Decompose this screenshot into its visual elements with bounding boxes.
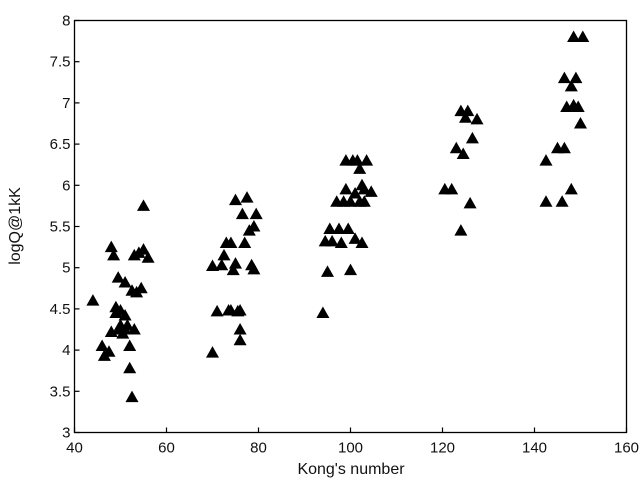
- y-axis-title: logQ@1kK: [7, 187, 24, 265]
- data-point: [335, 236, 348, 248]
- data-point: [218, 249, 231, 261]
- y-tick-label: 3: [62, 425, 70, 442]
- data-point: [206, 346, 219, 358]
- data-point: [316, 307, 329, 319]
- data-point: [540, 154, 553, 166]
- data-points: [86, 30, 589, 402]
- data-point: [211, 305, 224, 317]
- data-point: [234, 334, 247, 346]
- data-point: [454, 224, 467, 236]
- data-point: [126, 391, 139, 403]
- data-point: [229, 257, 242, 269]
- x-tick-label: 140: [522, 440, 547, 457]
- data-point: [574, 117, 587, 129]
- data-point: [344, 264, 357, 276]
- y-tick-label: 4: [62, 342, 70, 359]
- data-point: [105, 241, 118, 253]
- data-point: [464, 197, 477, 209]
- data-point: [576, 30, 589, 42]
- x-tick-label: 40: [66, 440, 83, 457]
- y-tick-label: 7.5: [50, 54, 71, 71]
- x-tick-label: 160: [614, 440, 639, 457]
- data-point: [137, 199, 150, 211]
- y-tick-label: 5.5: [50, 219, 71, 236]
- x-tick-label: 100: [338, 440, 363, 457]
- y-tick-label: 4.5: [50, 301, 71, 318]
- data-point: [234, 323, 247, 335]
- data-point: [215, 259, 228, 271]
- data-point: [360, 154, 373, 166]
- data-point: [229, 194, 242, 206]
- data-point: [250, 208, 263, 220]
- x-tick-label: 120: [430, 440, 455, 457]
- y-tick-label: 6: [62, 177, 70, 194]
- data-point: [342, 222, 355, 234]
- data-point: [466, 132, 479, 144]
- x-tick-label: 60: [158, 440, 175, 457]
- data-point: [450, 142, 463, 154]
- data-point: [558, 72, 571, 84]
- data-point: [238, 236, 251, 248]
- data-point: [86, 294, 99, 306]
- data-point: [321, 265, 334, 277]
- data-point: [123, 339, 136, 351]
- data-point: [236, 208, 249, 220]
- y-tick-label: 3.5: [50, 383, 71, 400]
- x-axis-title: Kong's number: [297, 461, 405, 478]
- x-tick-label: 80: [250, 440, 267, 457]
- plot-frame: [75, 21, 627, 433]
- data-point: [241, 191, 254, 203]
- data-point: [565, 183, 578, 195]
- data-point: [96, 339, 109, 351]
- data-point: [123, 362, 136, 374]
- data-point: [540, 195, 553, 207]
- data-point: [339, 183, 352, 195]
- y-tick-label: 7: [62, 95, 70, 112]
- data-point: [556, 195, 569, 207]
- y-tick-label: 8: [62, 13, 70, 30]
- data-point: [569, 72, 582, 84]
- y-tick-label: 6.5: [50, 136, 71, 153]
- y-tick-label: 5: [62, 260, 70, 277]
